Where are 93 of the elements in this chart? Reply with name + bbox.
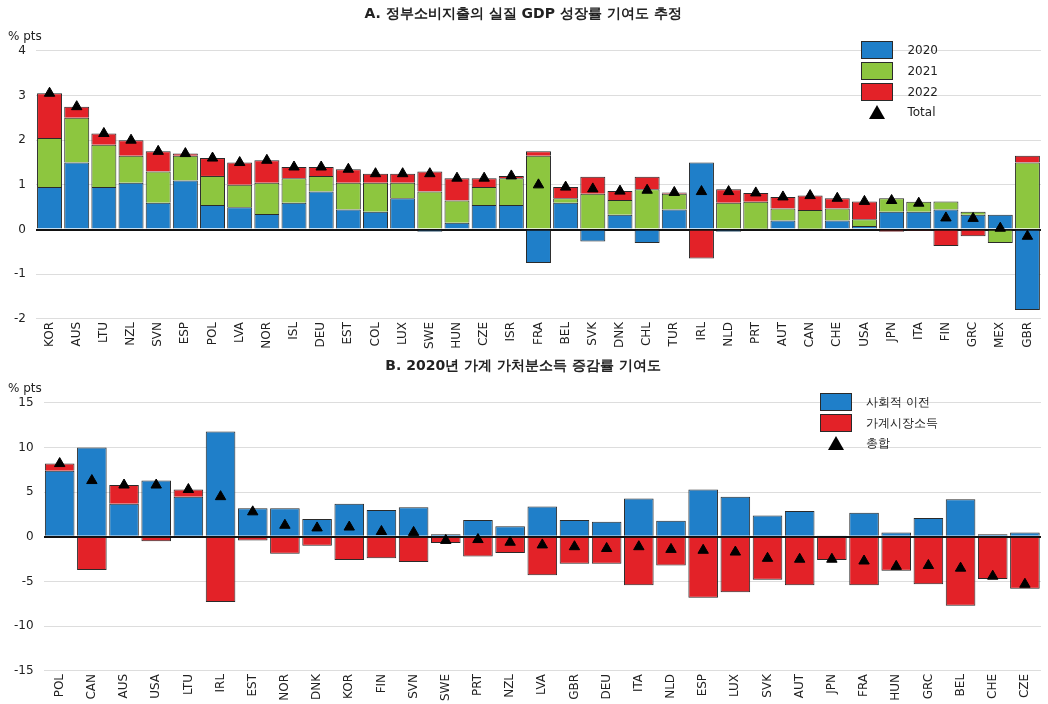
y-tick-label: 5 xyxy=(25,484,34,499)
y-tick-label: 1 xyxy=(18,176,26,191)
y-tick-label: 0 xyxy=(25,528,34,543)
x-tick-label: IRL xyxy=(212,673,227,693)
x-tick-label: DNK xyxy=(612,320,627,349)
x-tick-label: ISR xyxy=(503,321,518,342)
x-tick-label: JPN xyxy=(823,673,838,695)
x-tick-label: SVN xyxy=(150,321,165,347)
x-tick-label: ESP xyxy=(695,673,710,697)
x-tick-label: NLD xyxy=(663,673,678,699)
chart-title: A. 정부소비지출의 실질 GDP 성장률 기여도 추정 xyxy=(364,5,682,22)
x-tick-label: EST xyxy=(340,321,355,345)
x-tick-label: POL xyxy=(204,321,219,346)
y-tick-label: 4 xyxy=(18,42,26,57)
x-tick-label: CZE xyxy=(476,321,491,347)
x-tick-label: CAN xyxy=(83,673,98,700)
x-tick-label: AUS xyxy=(68,321,83,347)
x-tick-label: KOR xyxy=(341,673,356,699)
y-tick-label: 15 xyxy=(18,394,34,409)
y-tick-label: -15 xyxy=(13,663,34,678)
y-axis-title: % pts xyxy=(8,380,42,395)
x-tick-label: FIN xyxy=(373,673,388,694)
x-tick-label: IRL xyxy=(693,321,708,341)
y-tick-label: -5 xyxy=(21,573,34,588)
y-tick-label: -1 xyxy=(14,266,26,281)
y-tick-label: 2 xyxy=(18,132,26,147)
x-tick-label: CZE xyxy=(1017,673,1032,699)
x-tick-label: LVA xyxy=(534,673,549,695)
x-tick-label: DEU xyxy=(313,321,328,348)
x-tick-label: LVA xyxy=(231,321,246,343)
x-tick-label: ESP xyxy=(177,321,192,345)
x-tick-label: MEX xyxy=(992,321,1007,349)
x-tick-label: ITA xyxy=(910,321,925,341)
x-tick-label: USA xyxy=(148,673,163,699)
legend-label: Total xyxy=(907,104,936,120)
x-tick-label: SVN xyxy=(405,673,420,699)
x-tick-label: CHL xyxy=(639,321,654,347)
legend-label: 가계시장소득 xyxy=(866,415,938,431)
x-tick-label: AUT xyxy=(775,321,790,347)
x-tick-label: ISL xyxy=(286,321,301,340)
x-tick-label: CAN xyxy=(802,321,817,348)
legend-label: 2022 xyxy=(907,84,938,100)
x-tick-label: EST xyxy=(244,673,259,697)
x-tick-label: FIN xyxy=(938,321,953,342)
x-tick-label: BEL xyxy=(952,673,967,697)
x-tick-label: HUN xyxy=(888,673,903,701)
x-tick-label: COL xyxy=(367,321,382,347)
x-tick-label: SVK xyxy=(759,672,774,698)
legend-label: 2021 xyxy=(907,63,938,79)
x-tick-label: NOR xyxy=(277,673,292,701)
x-tick-label: AUT xyxy=(791,673,806,699)
x-tick-label: LUX xyxy=(394,321,409,346)
x-tick-label: FRA xyxy=(856,673,871,697)
x-tick-label: JPN xyxy=(883,321,898,343)
x-tick-label: TUR xyxy=(666,321,681,348)
legend-label: 2020 xyxy=(907,42,938,58)
x-tick-label: CHE xyxy=(829,321,844,347)
x-tick-label: KOR xyxy=(41,321,56,347)
x-tick-label: DNK xyxy=(309,672,324,701)
x-tick-label: FRA xyxy=(530,321,545,345)
x-tick-label: NLD xyxy=(720,321,735,347)
x-tick-label: SVK xyxy=(584,320,599,346)
x-tick-label: NZL xyxy=(123,321,138,346)
x-tick-label: ITA xyxy=(630,673,645,693)
legend-label: 사회적 이전 xyxy=(866,394,930,410)
x-tick-label: SWE xyxy=(437,673,452,702)
x-tick-label: GRC xyxy=(965,321,980,348)
x-tick-label: DEU xyxy=(598,673,613,700)
x-tick-label: HUN xyxy=(449,321,464,349)
x-tick-label: LTU xyxy=(180,673,195,696)
x-tick-label: CHE xyxy=(984,673,999,699)
y-tick-label: 10 xyxy=(18,439,34,454)
y-tick-label: -10 xyxy=(13,618,34,633)
x-tick-label: SWE xyxy=(421,321,436,350)
x-tick-label: AUS xyxy=(116,673,131,699)
x-tick-label: GBR xyxy=(566,673,581,700)
y-axis-title: % pts xyxy=(8,28,42,43)
x-tick-label: NOR xyxy=(258,321,273,349)
x-tick-label: GRC xyxy=(920,673,935,700)
x-tick-label: USA xyxy=(856,321,871,347)
x-tick-label: BEL xyxy=(557,321,572,345)
x-tick-label: PRT xyxy=(470,673,485,696)
y-tick-label: -2 xyxy=(14,311,26,326)
y-tick-label: 0 xyxy=(18,221,26,236)
legend-label: 총합 xyxy=(866,435,890,451)
y-tick-label: 3 xyxy=(18,87,26,102)
chart-title: B. 2020년 가계 가처분소득 증감률 기여도 xyxy=(385,357,661,374)
x-tick-label: GBR xyxy=(1019,321,1034,348)
x-tick-label: LUX xyxy=(727,673,742,698)
x-tick-label: PRT xyxy=(747,321,762,344)
x-tick-label: NZL xyxy=(502,673,517,698)
x-tick-label: LTU xyxy=(96,321,110,344)
x-tick-label: POL xyxy=(51,673,66,698)
